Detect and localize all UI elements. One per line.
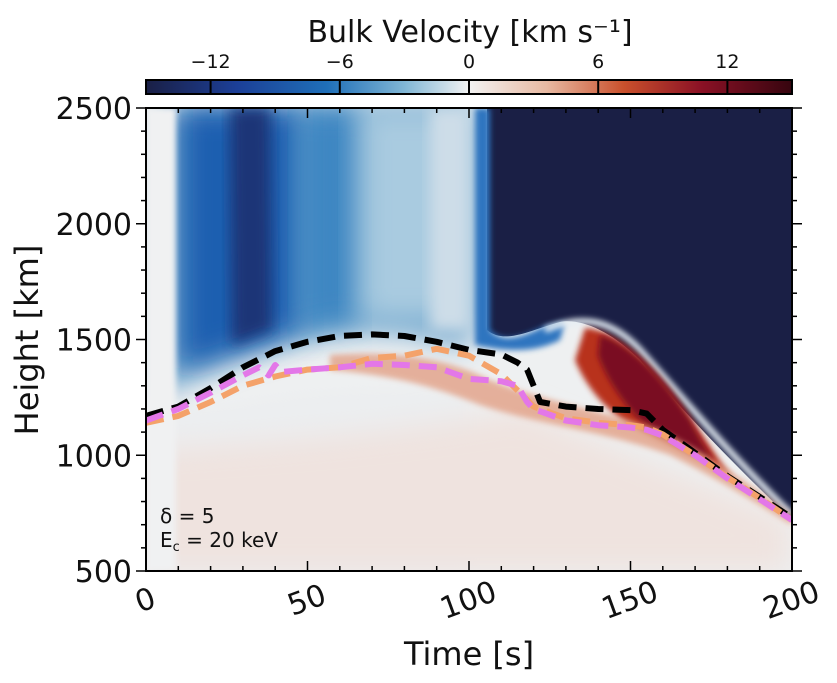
colorbar-tick-label: 6 — [592, 51, 604, 73]
heatmap — [146, 108, 792, 571]
colorbar-tick-label: −6 — [326, 51, 354, 73]
series-layer — [146, 331, 792, 523]
x-tick-label: 50 — [283, 578, 331, 624]
colorbar-tick-label: −12 — [191, 51, 231, 73]
y-tick-label: 1500 — [56, 324, 132, 359]
y-tick-label: 2500 — [56, 92, 132, 127]
annotation-ec: Ec = 20 keV — [160, 528, 278, 555]
x-tick-label: 150 — [597, 574, 663, 626]
colorbar-ticks: −12 −6 0 6 12 — [191, 51, 739, 94]
colorbar-tick-label: 0 — [463, 51, 475, 73]
series-line-pink-dashed — [146, 360, 792, 523]
x-tick-label: 200 — [759, 574, 825, 626]
y-tick-label: 2000 — [56, 208, 132, 243]
series-line-black-dashed — [146, 331, 792, 521]
x-tick-label: 100 — [436, 574, 502, 626]
y-axis-label: Height [km] — [8, 245, 46, 436]
y-tick-label: 1000 — [56, 439, 132, 474]
colorbar-label: Bulk Velocity [km s⁻¹] — [307, 15, 632, 50]
x-axis-label: Time [s] — [403, 635, 534, 673]
x-tick-label: 0 — [131, 581, 161, 620]
y-tick-label: 500 — [75, 555, 132, 590]
annotation-delta: δ = 5 — [160, 504, 214, 528]
y-axis: 500 1000 1500 2000 2500 — [56, 92, 802, 590]
colorbar-tick-label: 12 — [715, 51, 739, 73]
